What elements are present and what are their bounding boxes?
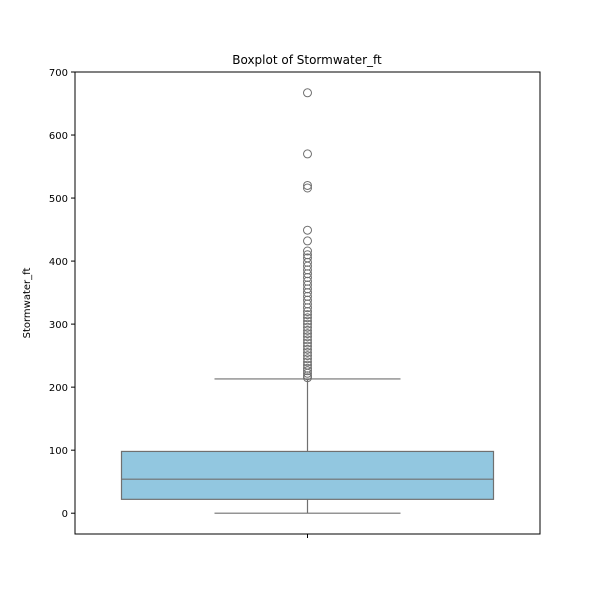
- y-tick-label: 300: [49, 320, 68, 331]
- outlier-point: [303, 310, 312, 320]
- outlier-point: [303, 225, 312, 235]
- outlier-group: [303, 88, 312, 383]
- outlier-point: [303, 341, 312, 351]
- outlier-point: [303, 88, 312, 98]
- y-tick-label: 100: [49, 446, 68, 457]
- y-tick-label: 500: [49, 194, 68, 205]
- outlier-point: [303, 183, 312, 193]
- outlier-point: [303, 373, 312, 383]
- outlier-point: [303, 347, 312, 357]
- y-tick-label: 0: [62, 509, 68, 520]
- outlier-point: [303, 307, 312, 317]
- outlier-point: [303, 316, 312, 326]
- box-group: [120, 378, 495, 514]
- iqr-box: [120, 450, 495, 500]
- y-tick-label: 400: [49, 257, 68, 268]
- outlier-point: [303, 357, 312, 367]
- outlier-point: [303, 236, 312, 246]
- outlier-point: [303, 149, 312, 159]
- outlier-point: [303, 322, 312, 332]
- outlier-point: [303, 332, 312, 342]
- outlier-point: [303, 335, 312, 345]
- y-tick-label: 600: [49, 131, 68, 142]
- y-axis-label: Stormwater_ft: [22, 268, 33, 339]
- outlier-point: [303, 366, 312, 376]
- outlier-point: [303, 351, 312, 361]
- outlier-point: [303, 313, 312, 323]
- outlier-point: [303, 319, 312, 329]
- outlier-point: [303, 344, 312, 354]
- y-axis-ticks: 0 100 200 300 400 500 600 700: [49, 68, 75, 520]
- outlier-point: [303, 246, 312, 256]
- outlier-point: [303, 303, 312, 313]
- outlier-point: [303, 354, 312, 364]
- outlier-point: [303, 329, 312, 339]
- outlier-point: [303, 180, 312, 190]
- y-tick-label: 700: [49, 68, 68, 79]
- chart-title: Boxplot of Stormwater_ft: [232, 53, 382, 67]
- outlier-point: [303, 368, 312, 378]
- outlier-point: [303, 325, 312, 335]
- outlier-point: [303, 338, 312, 348]
- y-tick-label: 200: [49, 383, 68, 394]
